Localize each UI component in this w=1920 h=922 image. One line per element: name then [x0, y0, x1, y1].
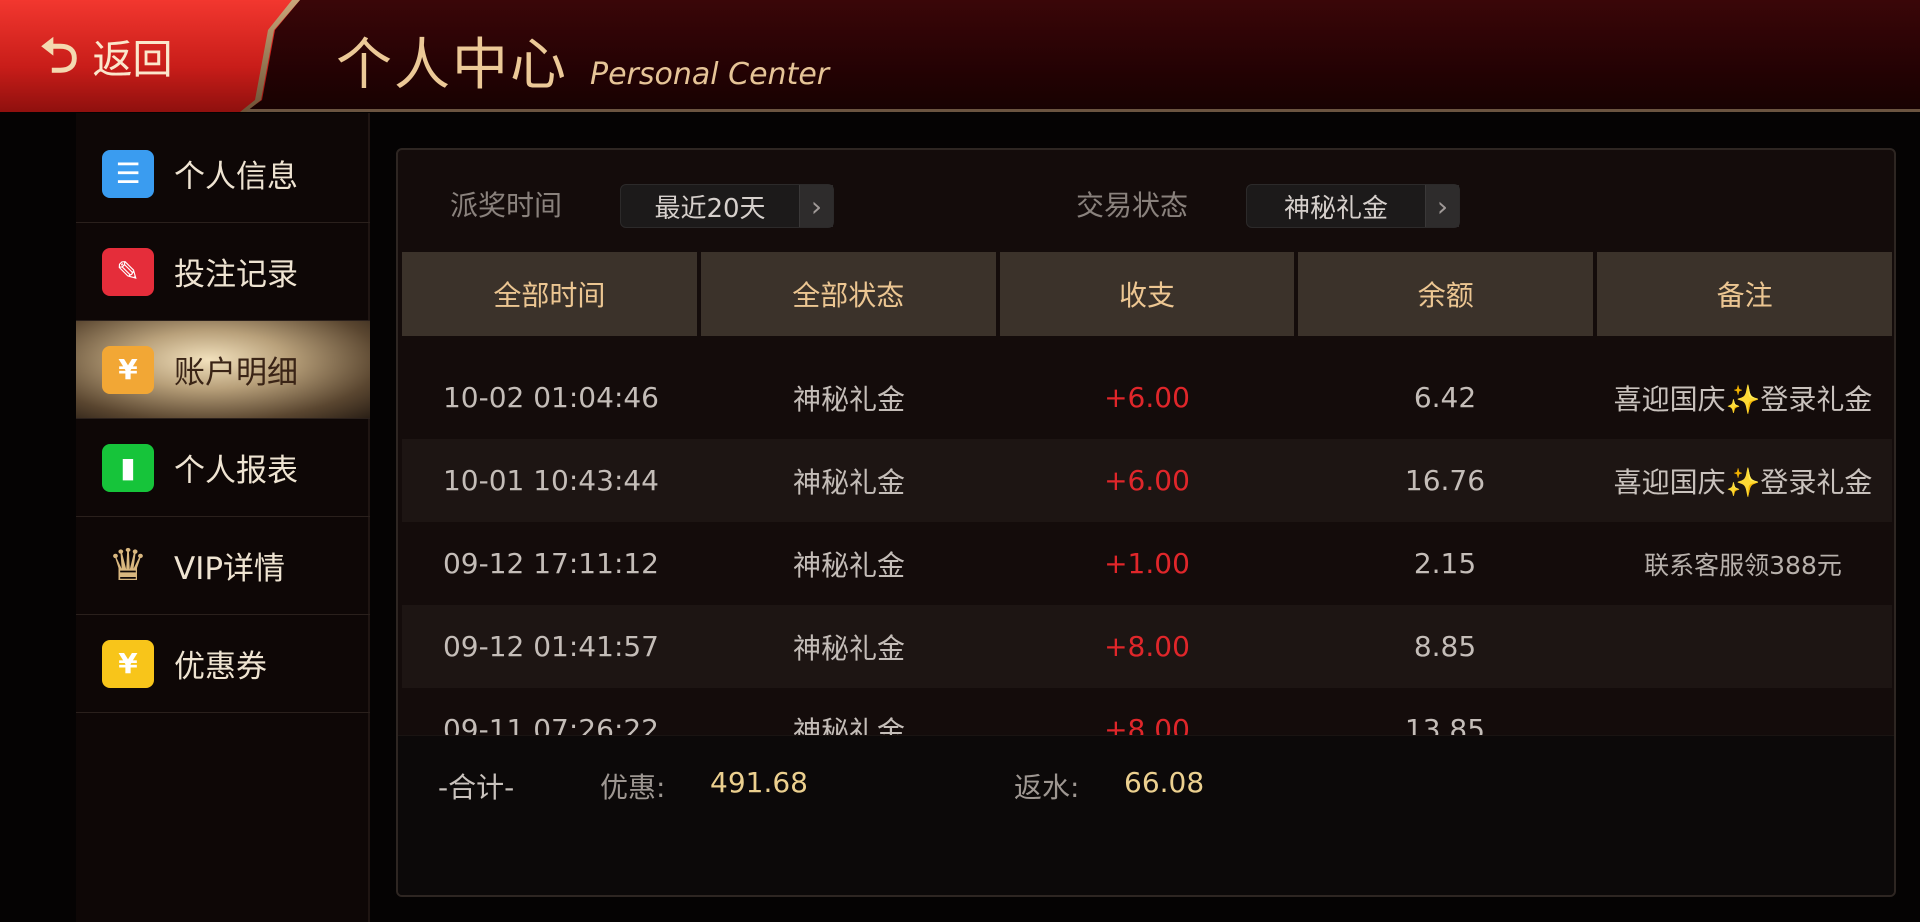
money-bag-yen-icon: ¥: [102, 345, 154, 394]
bar-chart-icon: ▮: [102, 443, 154, 492]
column-header[interactable]: 全部时间: [402, 252, 697, 336]
sidebar-item-label: 个人报表: [174, 453, 298, 489]
table-row[interactable]: 09-12 01:41:57 神秘礼金 +8.00 8.85: [402, 605, 1892, 688]
note-cell: 喜迎国庆✨登录礼金: [1613, 382, 1873, 416]
chevron-right-icon: ›: [1425, 185, 1459, 227]
column-header[interactable]: 余额: [1298, 252, 1594, 336]
sidebar-item-4[interactable]: ♛ VIP详情: [76, 517, 370, 615]
table-row[interactable]: 09-12 17:11:12 神秘礼金 +1.00 2.15 联系客服领388元: [402, 522, 1892, 605]
page-title-en: Personal Center: [590, 57, 830, 92]
back-button[interactable]: ⮌ 返回: [0, 0, 300, 112]
sidebar-item-3[interactable]: ▮ 个人报表: [76, 419, 370, 517]
top-header: ⮌ 返回 个人中心 Personal Center: [0, 0, 1920, 112]
balance-cell: 16.76: [1404, 464, 1486, 497]
time-cell: 10-01 10:43:44: [442, 464, 659, 497]
status-filter-label: 交易状态: [1076, 189, 1189, 222]
crown-icon: ♛: [108, 540, 148, 591]
amount-cell: +6.00: [1104, 381, 1190, 414]
back-label: 返回: [92, 37, 173, 83]
note-cell: [1594, 605, 1892, 688]
page-title: 个人中心 Personal Center: [336, 20, 829, 101]
sidebar-item-label: 个人信息: [174, 159, 298, 195]
table-body[interactable]: 10-02 01:04:46 神秘礼金 +6.00 6.42 喜迎国庆✨登录礼金 10-0…: [402, 356, 1892, 771]
time-filter-label: 派奖时间: [450, 189, 563, 222]
rebate-label: 返水:: [1014, 771, 1080, 804]
sidebar-item-1[interactable]: ✎ 投注记录: [76, 223, 370, 321]
document-pen-icon: ✎: [102, 247, 154, 296]
status-filter-value: 神秘礼金: [1283, 193, 1388, 224]
status-filter-select[interactable]: 神秘礼金 ›: [1246, 184, 1460, 228]
column-header[interactable]: 备注: [1597, 252, 1892, 336]
sidebar-item-0[interactable]: ☰ 个人信息: [76, 125, 370, 223]
table-header: 全部时间 全部状态 收支 余额 备注: [402, 252, 1892, 336]
coupon-yen-icon: ¥: [102, 639, 154, 688]
time-filter-value: 最近20天: [654, 193, 766, 224]
status-cell: 神秘礼金: [792, 631, 905, 665]
status-cell: 神秘礼金: [792, 382, 905, 416]
time-cell: 09-12 17:11:12: [442, 547, 659, 580]
time-cell: 09-12 01:41:57: [442, 630, 659, 663]
balance-cell: 6.42: [1413, 381, 1477, 414]
account-details-panel: 派奖时间 最近20天 › 交易状态 神秘礼金 › 全部时间 全部状态 收支 余额 备注 …: [396, 148, 1896, 897]
id-card-icon: ☰: [102, 149, 154, 198]
return-arrow-icon: ⮌: [40, 28, 79, 84]
sidebar-item-label: VIP详情: [174, 551, 286, 587]
sidebar-item-label: 优惠券: [174, 649, 267, 685]
note-cell: 喜迎国庆✨登录礼金: [1613, 465, 1873, 499]
table-row[interactable]: 10-01 10:43:44 神秘礼金 +6.00 16.76 喜迎国庆✨登录礼金: [402, 439, 1892, 522]
sidebar-item-label: 账户明细: [174, 355, 298, 391]
rebate-value: 66.08: [1124, 766, 1205, 799]
column-header[interactable]: 收支: [999, 252, 1295, 336]
page-title-cn: 个人中心: [336, 33, 568, 98]
sidebar: ☰ 个人信息 ✎ 投注记录 ¥ 账户明细 ▮ 个人报表 ♛ VIP详情 ¥ 优惠券: [76, 113, 370, 922]
status-cell: 神秘礼金: [792, 465, 905, 499]
total-label: -合计-: [438, 771, 515, 804]
sidebar-item-label: 投注记录: [174, 257, 298, 293]
time-filter-select[interactable]: 最近20天 ›: [620, 184, 834, 228]
chevron-right-icon: ›: [799, 185, 833, 227]
note-cell: 联系客服领388元: [1644, 550, 1842, 580]
amount-cell: +1.00: [1104, 547, 1190, 580]
sidebar-item-2[interactable]: ¥ 账户明细: [76, 321, 370, 419]
discount-label: 优惠:: [600, 771, 666, 804]
discount-value: 491.68: [710, 766, 808, 799]
column-header[interactable]: 全部状态: [700, 252, 996, 336]
status-cell: 神秘礼金: [792, 548, 905, 582]
table-row[interactable]: 10-02 01:04:46 神秘礼金 +6.00 6.42 喜迎国庆✨登录礼金: [402, 356, 1892, 439]
amount-cell: +6.00: [1104, 464, 1190, 497]
totals-footer: -合计- 优惠: 491.68 返水: 66.08: [398, 735, 1894, 895]
balance-cell: 2.15: [1413, 547, 1477, 580]
amount-cell: +8.00: [1104, 630, 1190, 663]
time-cell: 10-02 01:04:46: [442, 381, 659, 414]
balance-cell: 8.85: [1413, 630, 1477, 663]
sidebar-item-5[interactable]: ¥ 优惠券: [76, 615, 370, 713]
